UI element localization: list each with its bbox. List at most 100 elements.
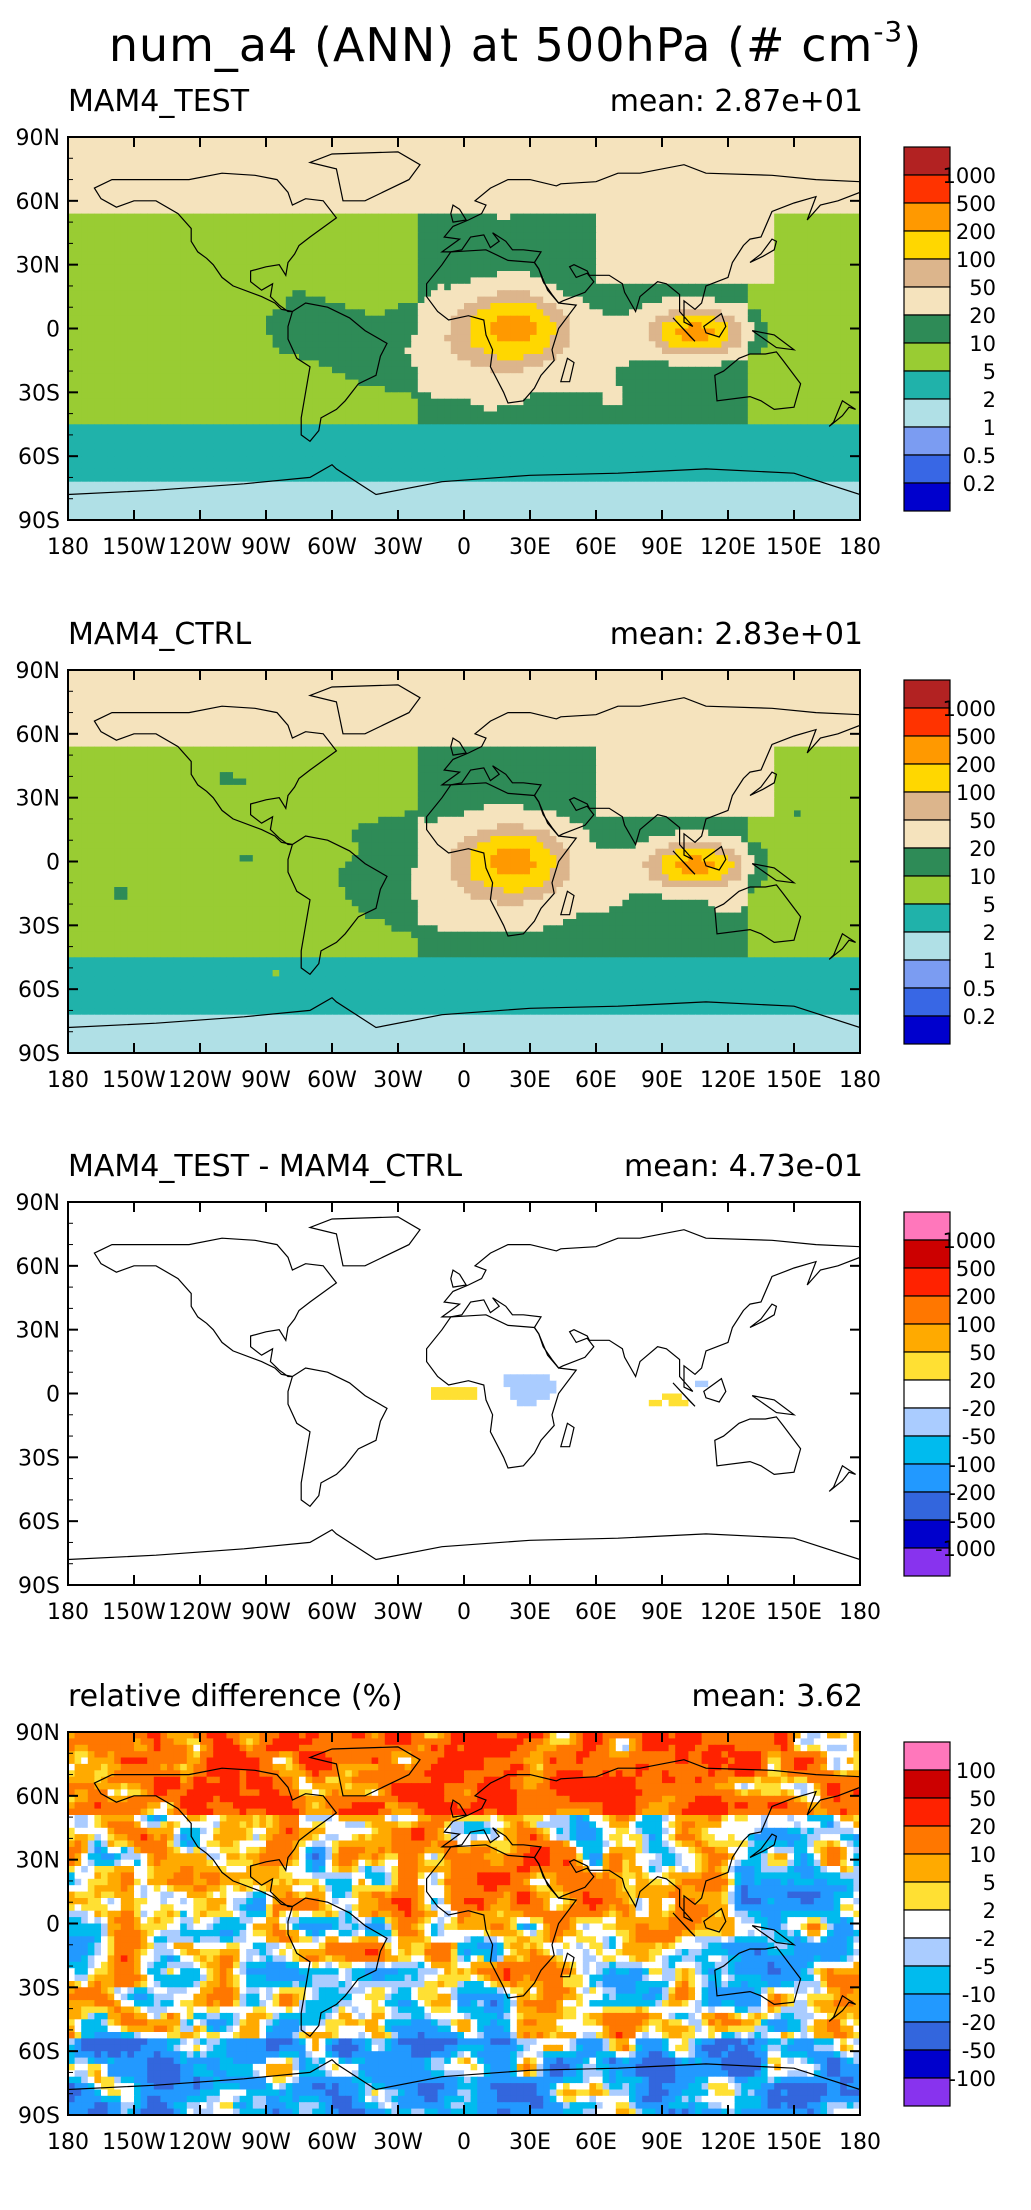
- map-cell: [840, 232, 848, 240]
- map-cell: [807, 283, 815, 291]
- map-cell: [153, 264, 161, 272]
- map-cell: [114, 309, 122, 317]
- map-cell: [483, 309, 491, 317]
- map-cell: [589, 379, 597, 387]
- map-cell: [272, 379, 280, 387]
- map-cell: [404, 162, 412, 170]
- map-cell: [299, 366, 307, 374]
- map-cell: [345, 258, 353, 266]
- map-cell: [193, 258, 201, 266]
- map-cell: [497, 143, 505, 151]
- map-cell: [345, 188, 353, 196]
- map-cell: [576, 200, 584, 208]
- map-cell: [701, 245, 709, 253]
- map-cell: [160, 251, 168, 259]
- map-cell: [252, 239, 260, 247]
- map-cell: [120, 328, 128, 336]
- map-cell: [530, 283, 538, 291]
- map-cell: [596, 277, 604, 285]
- map-cell: [794, 366, 802, 374]
- map-cell: [206, 296, 214, 304]
- map-cell: [582, 373, 590, 381]
- map-cell: [490, 149, 498, 157]
- map-cell: [200, 290, 208, 298]
- map-cell: [140, 251, 148, 259]
- map-cell: [160, 309, 168, 317]
- map-cell: [345, 207, 353, 215]
- map-cell: [391, 264, 399, 272]
- map-cell: [840, 181, 848, 189]
- map-cell: [648, 156, 656, 164]
- map-cell: [827, 309, 835, 317]
- map-cell: [549, 373, 557, 381]
- map-cell: [655, 386, 663, 393]
- map-cell: [668, 137, 676, 144]
- map-cell: [516, 322, 524, 330]
- map-cell: [285, 360, 293, 368]
- map-cell: [840, 386, 848, 393]
- map-cell: [695, 258, 703, 266]
- map-cell: [569, 283, 577, 291]
- map-cell: [464, 226, 472, 234]
- map-cell: [338, 264, 346, 272]
- map-cell: [371, 264, 379, 272]
- map-cell: [173, 347, 181, 355]
- map-cell: [107, 258, 115, 266]
- map-cell: [688, 188, 696, 196]
- map-cell: [490, 232, 498, 240]
- map-cell: [358, 334, 366, 342]
- map-cell: [120, 360, 128, 368]
- map-cell: [648, 245, 656, 253]
- map-cell: [325, 303, 333, 310]
- map-cell: [404, 156, 412, 164]
- map-cell: [794, 347, 802, 355]
- map-cell: [332, 341, 340, 349]
- map-cell: [734, 226, 742, 234]
- map-cell: [589, 386, 597, 393]
- map-cell: [266, 226, 274, 234]
- map-cell: [239, 239, 247, 247]
- map-cell: [101, 328, 109, 336]
- map-cell: [173, 315, 181, 323]
- map-cell: [827, 168, 835, 176]
- map-cell: [345, 386, 353, 393]
- map-cell: [318, 168, 326, 176]
- map-cell: [94, 347, 102, 355]
- map-cell: [543, 366, 551, 374]
- map-cell: [635, 283, 643, 291]
- map-cell: [424, 322, 432, 330]
- map-cell: [444, 137, 452, 144]
- map-cell: [153, 226, 161, 234]
- map-cell: [167, 328, 175, 336]
- map-cell: [747, 296, 755, 304]
- map-cell: [134, 360, 142, 368]
- map-cell: [87, 277, 95, 285]
- map-cell: [728, 328, 736, 336]
- map-cell: [186, 181, 194, 189]
- map-cell: [272, 181, 280, 189]
- map-cell: [424, 347, 432, 355]
- map-cell: [734, 379, 742, 387]
- map-cell: [384, 334, 392, 342]
- map-cell: [794, 309, 802, 317]
- map-cell: [615, 143, 623, 151]
- map-cell: [741, 168, 749, 176]
- map-cell: [741, 200, 749, 208]
- map-cell: [391, 194, 399, 202]
- map-cell: [450, 149, 458, 157]
- map-cell: [477, 290, 485, 298]
- map-cell: [681, 277, 689, 285]
- map-cell: [470, 386, 478, 393]
- map-cell: [120, 149, 128, 157]
- map-cell: [239, 366, 247, 374]
- map-cell: [741, 251, 749, 259]
- map-cell: [391, 239, 399, 247]
- map-cell: [279, 277, 287, 285]
- map-cell: [536, 309, 544, 317]
- map-cell: [424, 373, 432, 381]
- map-cell: [853, 360, 860, 368]
- map-cell: [662, 251, 670, 259]
- map-cell: [655, 373, 663, 381]
- map-cell: [563, 220, 571, 227]
- map-cell: [642, 200, 650, 208]
